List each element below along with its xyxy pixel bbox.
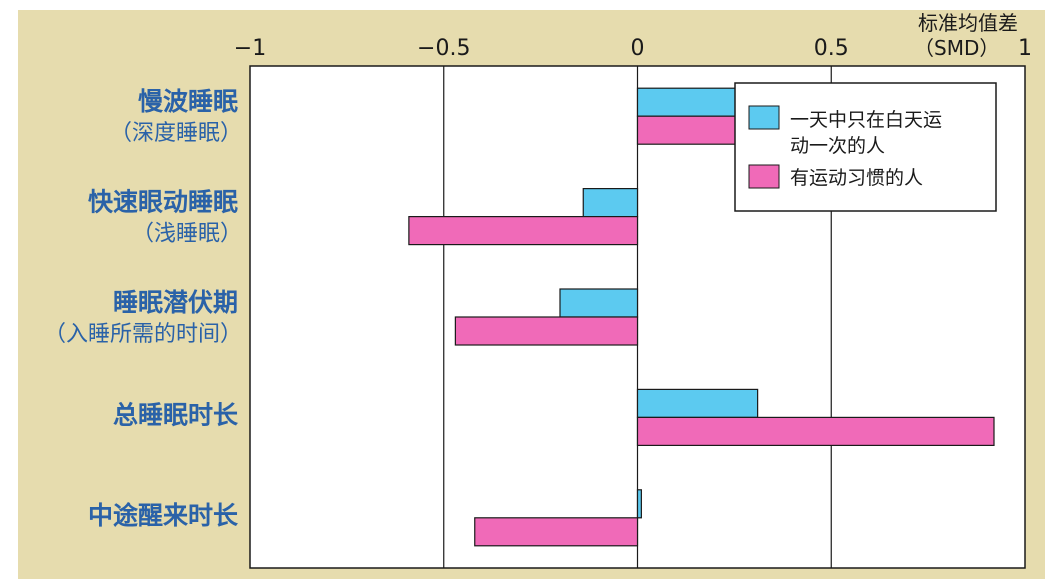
bar-regular-exercise — [636, 416, 995, 446]
legend-swatch-regular-exercise — [748, 164, 780, 189]
legend-label-daytime-once-line2: 动一次的人 — [790, 135, 885, 157]
category-sublabel: （入睡所需的时间） — [44, 322, 242, 347]
legend-swatch-daytime-once — [748, 105, 780, 130]
bar-regular-exercise — [408, 216, 639, 246]
category-label: 睡眠潜伏期 — [113, 288, 238, 317]
x-tick-label: −1 — [234, 36, 266, 61]
bar-regular-exercise — [474, 517, 639, 547]
unit-label-line1: 标准均值差 — [918, 11, 1018, 35]
legend: 一天中只在白天运 动一次的人 有运动习惯的人 — [734, 82, 997, 212]
x-tick-label: 1 — [1018, 36, 1032, 61]
x-tick-label: 0 — [631, 36, 645, 61]
category-label: 慢波睡眠 — [138, 87, 238, 116]
x-tick-labels: −1 −0.5 0 0.5 1 — [234, 36, 1032, 61]
category-label: 中途醒来时长 — [88, 501, 239, 530]
category-label: 总睡眠时长 — [113, 400, 239, 429]
bar-daytime-once — [582, 188, 639, 218]
bar-daytime-once — [636, 388, 759, 418]
legend-box — [734, 82, 997, 212]
bar-daytime-once — [636, 87, 739, 117]
bar-daytime-once — [636, 489, 642, 519]
category-labels: 慢波睡眠 （深度睡眠） 快速眼动睡眠 （浅睡眠） 睡眠潜伏期 （入睡所需的时间） 总睡眠时长… — [44, 87, 242, 530]
legend-label-regular-exercise: 有运动习惯的人 — [790, 167, 923, 189]
legend-label-daytime-once-line1: 一天中只在白天运 — [790, 109, 942, 131]
x-tick-label: 0.5 — [814, 36, 849, 61]
category-label: 快速眼动睡眠 — [88, 188, 238, 217]
bar-regular-exercise — [454, 316, 639, 346]
category-sublabel: （浅睡眠） — [132, 222, 242, 247]
bar-daytime-once — [559, 288, 639, 318]
unit-label-line2: （SMD） — [914, 36, 999, 60]
category-sublabel: （深度睡眠） — [110, 121, 242, 146]
x-tick-label: −0.5 — [417, 36, 470, 61]
